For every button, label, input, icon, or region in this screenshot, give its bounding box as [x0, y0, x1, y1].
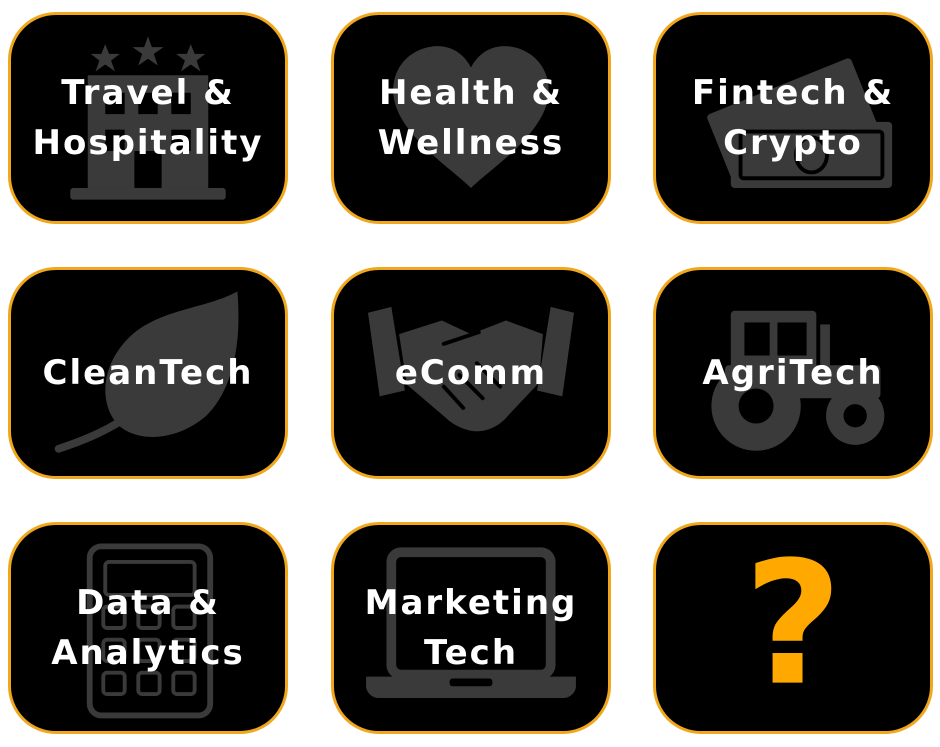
tile-label-line: Fintech & — [691, 73, 895, 113]
tile-travel-hospitality[interactable]: Travel & Hospitality — [8, 12, 288, 224]
question-mark-icon: ? — [743, 525, 843, 724]
tile-label-line: eComm — [394, 353, 548, 393]
tile-label: Fintech & Crypto — [656, 68, 930, 168]
tile-label-line: Travel & — [61, 73, 235, 113]
hotel-icon — [70, 36, 226, 200]
tile-data-analytics[interactable]: Data & Analytics — [8, 522, 288, 734]
tile-agritech[interactable]: AgriTech — [653, 267, 933, 479]
heart-icon — [393, 46, 549, 188]
tile-marketing-tech[interactable]: Marketing Tech — [331, 522, 611, 734]
tile-cleantech[interactable]: CleanTech — [8, 267, 288, 479]
tile-label: Data & Analytics — [11, 578, 285, 678]
laptop-icon — [366, 547, 576, 698]
tile-label-line: CleanTech — [42, 353, 254, 393]
tile-label-line: Crypto — [723, 123, 863, 163]
tile-label-line: Health & — [378, 73, 564, 113]
tile-label-line: AgriTech — [702, 353, 884, 393]
tile-label-line: Analytics — [51, 633, 245, 673]
tile-label: Travel & Hospitality — [11, 68, 285, 168]
tile-label: AgriTech — [656, 348, 930, 398]
tile-label-line: Data & — [76, 583, 220, 623]
leaf-icon — [54, 291, 239, 453]
tile-health-wellness[interactable]: Health & Wellness — [331, 12, 611, 224]
tractor-icon — [711, 310, 885, 451]
tile-label: Marketing Tech — [334, 578, 608, 678]
tile-label: CleanTech — [11, 348, 285, 398]
calculator-icon — [86, 543, 214, 719]
tile-fintech-crypto[interactable]: Fintech & Crypto — [653, 12, 933, 224]
tile-label: eComm — [334, 348, 608, 398]
tile-ecomm[interactable]: eComm — [331, 267, 611, 479]
money-icon — [707, 58, 893, 188]
tile-question-mark[interactable]: ? — [653, 522, 933, 734]
tile-label-line: Hospitality — [32, 123, 264, 163]
handshake-icon — [368, 306, 574, 432]
tile-label-line: Marketing — [364, 583, 578, 623]
tile-label-line: Wellness — [377, 123, 565, 163]
tile-label: Health & Wellness — [334, 68, 608, 168]
tile-label-line: Tech — [423, 633, 519, 673]
